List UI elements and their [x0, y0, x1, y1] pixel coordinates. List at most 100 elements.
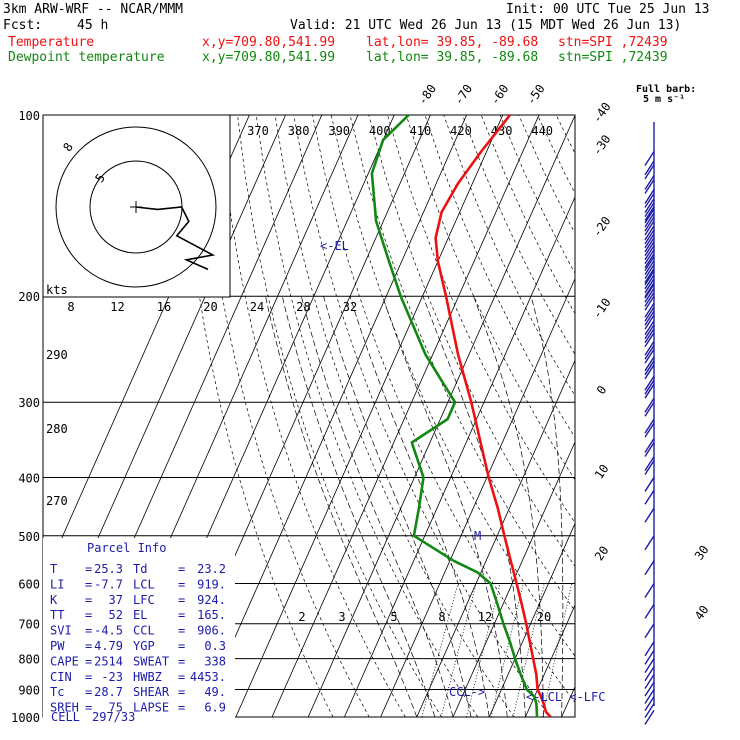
wind-barb [644, 256, 655, 272]
dry-adiabat [424, 115, 575, 439]
wind-barb [644, 658, 655, 674]
temperature-tick-label: 20 [592, 543, 612, 563]
wind-barb [644, 287, 655, 303]
wind-barb [644, 674, 655, 689]
parcel-param-value: 23.2 [197, 562, 226, 576]
pressure-label-900: 900 [18, 683, 40, 697]
pressure-label-600: 600 [18, 577, 40, 591]
wind-barb [644, 198, 655, 214]
parcel-param-value: 6.9 [204, 701, 226, 715]
isotherm [307, 115, 575, 717]
wind-barb [644, 212, 655, 228]
dewpoint-profile [370, 115, 539, 717]
parcel-param-label: SWEAT [133, 654, 169, 668]
wind-barb [644, 274, 655, 290]
wind-barb [644, 535, 655, 551]
isotherm [598, 115, 740, 717]
moist-adiabat [580, 296, 590, 717]
wind-barb [644, 649, 655, 665]
parcel-param-label: CAPE [50, 654, 79, 668]
forecast-hour: 45 h [77, 18, 109, 33]
parcel-param-eq: = [85, 639, 92, 653]
isotherm [525, 604, 575, 717]
parcel-param-value: 2514 [94, 654, 123, 668]
wind-barb [644, 460, 655, 475]
parcel-param-value: 49. [204, 685, 226, 699]
wind-scale-label: 24 [250, 300, 264, 314]
pressure-label-400: 400 [18, 471, 40, 485]
parcel-param-eq: = [178, 639, 185, 653]
temperature-tick-label: 10 [592, 462, 612, 482]
pressure-label-800: 800 [18, 653, 40, 667]
theta-label: 390 [328, 124, 350, 138]
moist-adiabat [473, 296, 544, 717]
parcel-param-label: LFC [133, 593, 155, 607]
moist-adiabat [598, 296, 626, 717]
moist-adiabat [323, 296, 472, 717]
parcel-param-label: LAPSE [133, 701, 169, 715]
parcel-param-value: 4.79 [94, 639, 123, 653]
parcel-param-value: 28.7 [94, 685, 123, 699]
mixing-ratio-line [466, 583, 501, 717]
dewpoint-xy: x,y=709.80,541.99 [202, 50, 336, 65]
wind-scale-label: 12 [110, 300, 124, 314]
dry-adiabat [594, 115, 740, 717]
dry-adiabat [180, 115, 334, 717]
dry-adiabat [574, 115, 575, 116]
temperature-latlon: lat,lon= 39.85, -89.68 [366, 35, 539, 50]
parcel-param-label: SVI [50, 624, 72, 638]
wind-barb [644, 348, 655, 364]
wind-barb [644, 703, 655, 718]
wind-barb [644, 324, 655, 340]
wind-scale-label: 20 [203, 300, 217, 314]
cell-value: 297/33 [92, 710, 135, 724]
dry-adiabat-label: 270 [46, 494, 68, 508]
wind-barb [644, 401, 655, 417]
parcel-param-value: 75 [109, 701, 123, 715]
wind-barb [644, 283, 655, 299]
ccl-marker: CCL-> [449, 685, 485, 699]
wind-scale-label: 28 [296, 300, 310, 314]
temperature-tick-label: -20 [590, 214, 614, 240]
theta-label: 410 [410, 124, 432, 138]
wind-barb [644, 344, 655, 360]
wind-barb [644, 379, 655, 395]
cell-label: CELL [51, 710, 80, 724]
wind-barb [644, 270, 655, 286]
wind-barb [644, 291, 655, 307]
dry-adiabat [218, 115, 406, 717]
temperature-tick-label: -40 [590, 100, 614, 126]
wind-barb [644, 710, 655, 725]
wind-barb [644, 560, 655, 576]
temperature-tick-label: 0 [594, 383, 610, 397]
temperature-tick-label: -70 [451, 82, 475, 108]
mixing-ratio-label: 2 [298, 610, 305, 624]
wind-barb [644, 583, 655, 598]
wind-barb [644, 442, 655, 457]
pressure-label-500: 500 [18, 530, 40, 544]
wind-barb [644, 310, 655, 326]
parcel-param-eq: = [85, 593, 92, 607]
wind-barb [644, 233, 655, 249]
parcel-param-eq: = [178, 654, 185, 668]
pressure-label-700: 700 [18, 618, 40, 632]
wind-barb [644, 245, 655, 261]
init-time: Init: 00 UTC Tue 25 Jun 13 [506, 2, 710, 17]
isotherm [344, 196, 575, 717]
parcel-param-value: -4.5 [94, 624, 123, 638]
mixing-ratio-line [542, 583, 573, 717]
wind-barb [644, 249, 655, 265]
hodograph-trace [135, 206, 216, 271]
wind-barb [644, 418, 655, 434]
mixing-ratio-label: 20 [537, 610, 551, 624]
wind-barb [644, 320, 655, 336]
parcel-param-eq: = [85, 701, 92, 715]
wind-barb [644, 302, 655, 318]
wind-barb [644, 151, 655, 166]
wind-barb [644, 160, 655, 176]
parcel-param-eq: = [85, 577, 92, 591]
parcel-info-title: Parcel Info [87, 541, 166, 555]
wind-barb [644, 456, 655, 471]
dewpoint-station: stn=SPI ,72439 [558, 50, 668, 65]
